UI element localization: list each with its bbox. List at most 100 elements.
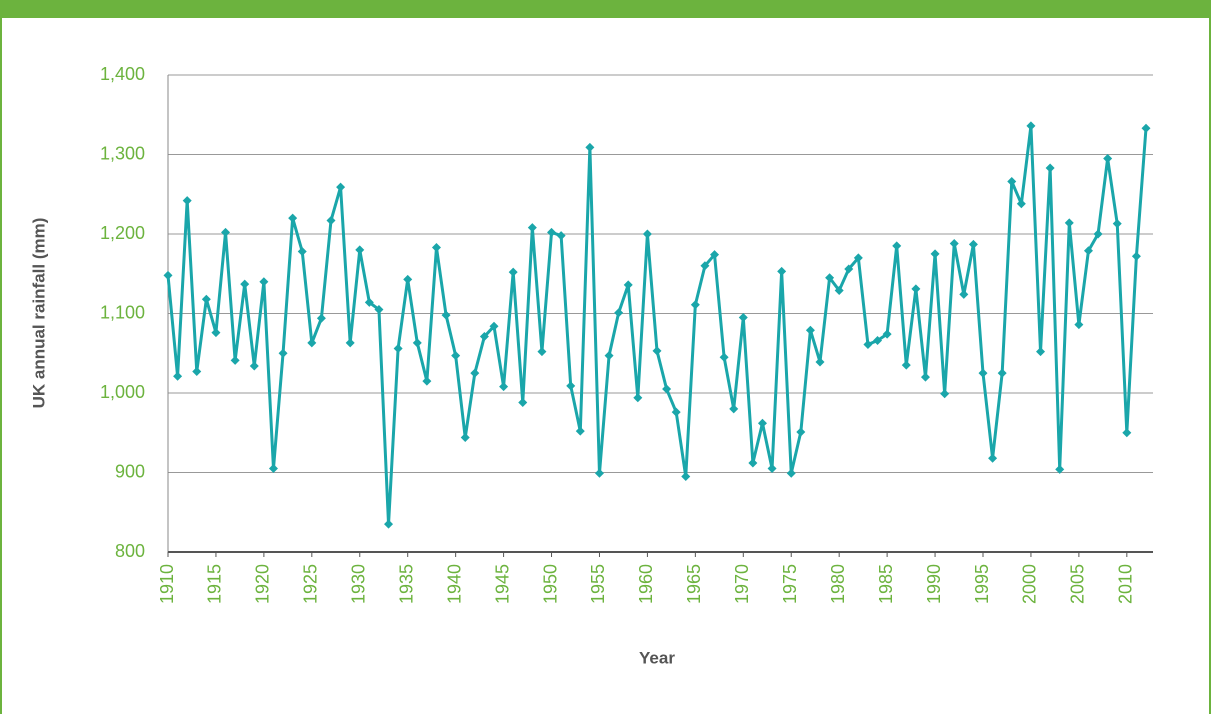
point — [518, 398, 528, 408]
point — [1112, 219, 1122, 229]
point — [556, 231, 566, 241]
point — [547, 227, 557, 237]
point — [460, 433, 470, 443]
y-axis-title: UK annual rainfall (mm) — [29, 218, 48, 409]
point — [403, 274, 413, 284]
point — [863, 340, 873, 350]
point — [1141, 123, 1151, 133]
point — [853, 253, 863, 263]
point — [1122, 428, 1132, 438]
point — [901, 360, 911, 370]
x-tick-label: 1990 — [924, 564, 944, 604]
point — [479, 332, 489, 342]
point — [892, 241, 902, 251]
point — [920, 372, 930, 382]
point — [959, 289, 969, 299]
point — [815, 357, 825, 367]
x-tick-label: 1935 — [396, 564, 416, 604]
point — [307, 338, 317, 348]
point — [431, 243, 441, 253]
point — [384, 519, 394, 529]
x-tick-label: 1945 — [492, 564, 512, 604]
point — [355, 245, 365, 255]
point — [1131, 251, 1141, 261]
point — [805, 325, 815, 335]
point — [336, 182, 346, 192]
y-tick-label: 1,200 — [100, 223, 145, 243]
point — [652, 346, 662, 356]
x-tick-label: 1980 — [828, 564, 848, 604]
point — [710, 250, 720, 260]
x-tick-label: 1950 — [540, 564, 560, 604]
point — [796, 427, 806, 437]
point — [786, 468, 796, 478]
point — [911, 284, 921, 294]
point — [575, 426, 585, 436]
point — [930, 249, 940, 259]
point — [757, 418, 767, 428]
point — [374, 305, 384, 315]
point — [489, 321, 499, 331]
point — [221, 227, 231, 237]
point — [777, 266, 787, 276]
x-tick-label: 2010 — [1116, 564, 1136, 604]
point — [173, 371, 183, 381]
point — [825, 273, 835, 283]
point — [614, 308, 624, 318]
header-bar — [0, 0, 1211, 18]
point — [1093, 229, 1103, 239]
x-tick-label: 1920 — [253, 564, 273, 604]
point — [192, 367, 202, 377]
point — [729, 404, 739, 414]
point — [297, 246, 307, 256]
point — [671, 407, 681, 417]
point — [249, 361, 259, 371]
point — [1083, 246, 1093, 256]
point — [527, 223, 537, 233]
point — [662, 384, 672, 394]
point — [422, 376, 432, 386]
point — [326, 215, 336, 225]
point — [719, 352, 729, 362]
point — [316, 313, 326, 323]
point — [1036, 347, 1046, 357]
point — [1007, 177, 1017, 187]
point — [642, 229, 652, 239]
x-tick-label: 1940 — [444, 564, 464, 604]
point — [412, 338, 422, 348]
point — [508, 267, 518, 277]
point — [978, 368, 988, 378]
point — [1026, 121, 1036, 131]
point — [278, 348, 288, 358]
point — [594, 468, 604, 478]
x-tick-label: 1970 — [732, 564, 752, 604]
point — [681, 471, 691, 481]
point — [201, 294, 211, 304]
point — [364, 297, 374, 307]
point — [968, 239, 978, 249]
point — [1074, 320, 1084, 330]
point — [537, 347, 547, 357]
point — [988, 453, 998, 463]
x-tick-label: 1965 — [684, 564, 704, 604]
x-tick-label: 1915 — [205, 564, 225, 604]
right-border — [1209, 0, 1211, 714]
point — [997, 368, 1007, 378]
point — [690, 300, 700, 310]
point — [163, 270, 173, 280]
point — [470, 368, 480, 378]
point — [585, 142, 595, 152]
point — [940, 389, 950, 399]
point — [240, 279, 250, 289]
x-tick-label: 1930 — [349, 564, 369, 604]
point — [604, 351, 614, 361]
x-tick-label: 1925 — [301, 564, 321, 604]
point — [268, 464, 278, 474]
x-tick-label: 1955 — [588, 564, 608, 604]
point — [345, 338, 355, 348]
x-tick-label: 1910 — [157, 564, 177, 604]
point — [834, 285, 844, 295]
point — [1103, 153, 1113, 163]
point — [623, 280, 633, 290]
